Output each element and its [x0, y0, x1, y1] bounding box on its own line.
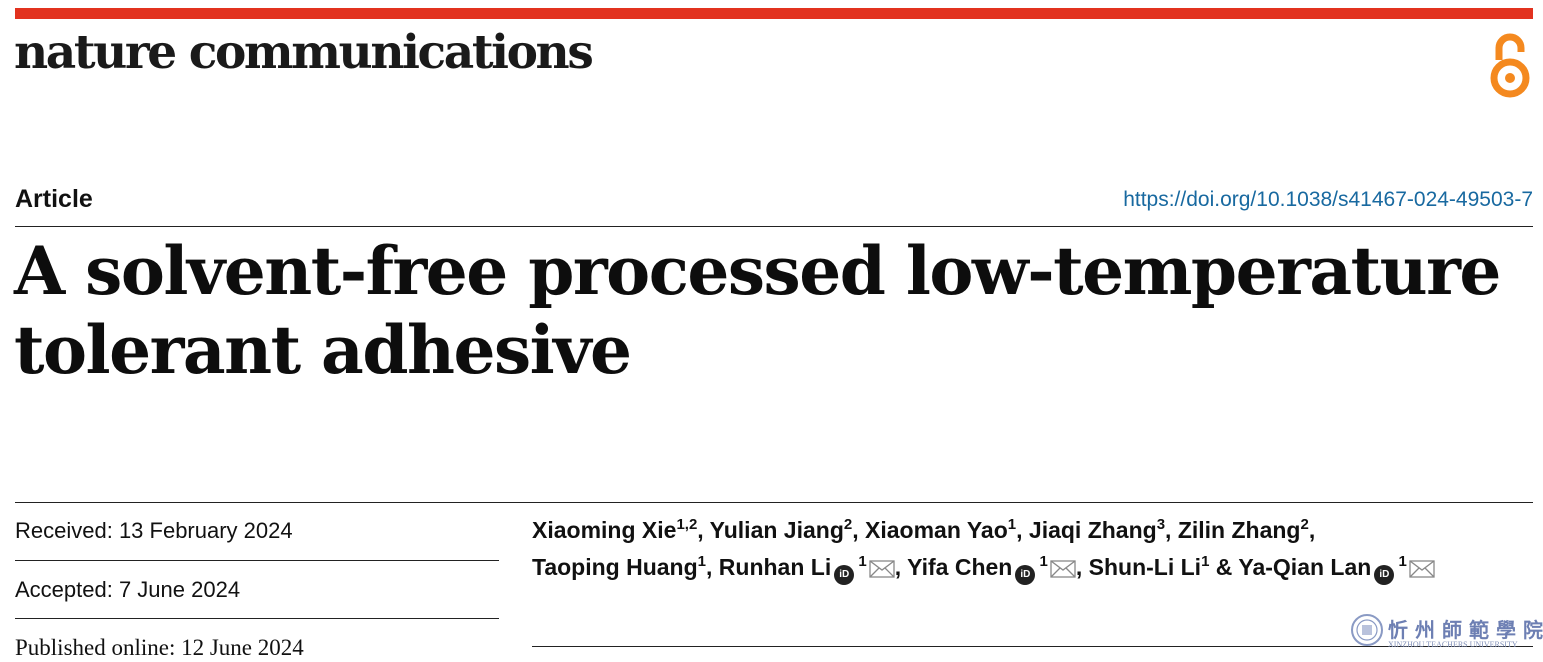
author-name[interactable]: Xiaoming Xie: [532, 517, 677, 543]
affiliation-number: 3: [1156, 516, 1166, 533]
author-entry: Xiaoman Yao1,: [865, 516, 1029, 543]
affiliation-number: 2: [1300, 516, 1309, 533]
doi-link[interactable]: https://doi.org/10.1038/s41467-024-49503…: [1123, 188, 1533, 211]
affiliation-number: 1: [1035, 553, 1048, 570]
author-name[interactable]: Zilin Zhang: [1177, 517, 1301, 543]
article-type-label: Article: [15, 185, 93, 213]
email-envelope-icon[interactable]: [1409, 560, 1435, 578]
email-envelope-icon[interactable]: [1050, 560, 1076, 578]
received-date: Received: 13 February 2024: [15, 518, 293, 543]
dates-divider-2: [15, 618, 499, 619]
author-entry: Xiaoming Xie1,2,: [532, 516, 710, 543]
university-seal-icon: [1351, 614, 1383, 646]
author-list: Xiaoming Xie1,2, Yulian Jiang2, Xiaoman …: [532, 512, 1532, 586]
affiliation-number: 2: [843, 516, 853, 533]
orcid-icon[interactable]: iD: [1374, 565, 1395, 585]
article-title: A solvent-free processed low-temperature…: [14, 232, 1524, 390]
journal-accent-bar: [15, 8, 1533, 19]
affiliation-number: 1: [854, 553, 867, 570]
authors-bottom-divider: [532, 646, 1533, 647]
author-name[interactable]: Taoping Huang: [532, 554, 698, 580]
dates-divider-1: [15, 560, 499, 561]
header-divider: [15, 226, 1533, 227]
author-name[interactable]: Yifa Chen: [907, 554, 1013, 580]
author-entry: Taoping Huang1,: [532, 553, 719, 580]
watermark-english: XINZHOU TEACHERS UNIVERSITY: [1388, 640, 1518, 649]
journal-name[interactable]: nature communications: [14, 25, 594, 80]
affiliation-number: 1: [1394, 553, 1407, 570]
author-name[interactable]: Shun-Li Li: [1088, 554, 1202, 580]
accepted-date: Accepted: 7 June 2024: [15, 577, 241, 602]
author-name[interactable]: Runhan Li: [718, 554, 832, 580]
author-entry: Jiaqi Zhang3,: [1028, 516, 1178, 543]
author-entry: Runhan Li iD 1,: [718, 553, 907, 585]
author-name[interactable]: Xiaoman Yao: [865, 517, 1008, 543]
author-entry: Shun-Li Li1 &: [1088, 553, 1239, 580]
affiliation-number: 1: [697, 553, 707, 570]
author-entry: Zilin Zhang2,: [1177, 516, 1316, 543]
affiliation-number: 1: [1007, 516, 1017, 533]
affiliation-number: 1: [1201, 553, 1210, 570]
published-date: Published online: 12 June 2024: [15, 635, 304, 660]
author-name[interactable]: Jiaqi Zhang: [1028, 517, 1157, 543]
author-entry: Yulian Jiang2,: [709, 516, 866, 543]
open-access-lock-icon: [1490, 33, 1530, 98]
author-name[interactable]: Ya-Qian Lan: [1238, 554, 1372, 580]
email-envelope-icon[interactable]: [869, 560, 895, 578]
title-line-1: A solvent-free processed low-temperature: [14, 232, 1501, 310]
title-line-2: tolerant adhesive: [14, 311, 632, 389]
university-watermark: 忻州師範學院 XINZHOU TEACHERS UNIVERSITY: [1350, 610, 1543, 650]
orcid-icon[interactable]: iD: [1015, 565, 1036, 585]
author-entry: Yifa Chen iD 1,: [907, 553, 1089, 585]
orcid-icon[interactable]: iD: [834, 565, 855, 585]
watermark-chinese: 忻州師範學院: [1388, 618, 1543, 642]
dates-top-divider: [15, 502, 1533, 503]
author-entry: Ya-Qian Lan iD 1: [1238, 553, 1435, 585]
author-name[interactable]: Yulian Jiang: [709, 517, 844, 543]
affiliation-number: 1,2: [676, 516, 698, 533]
